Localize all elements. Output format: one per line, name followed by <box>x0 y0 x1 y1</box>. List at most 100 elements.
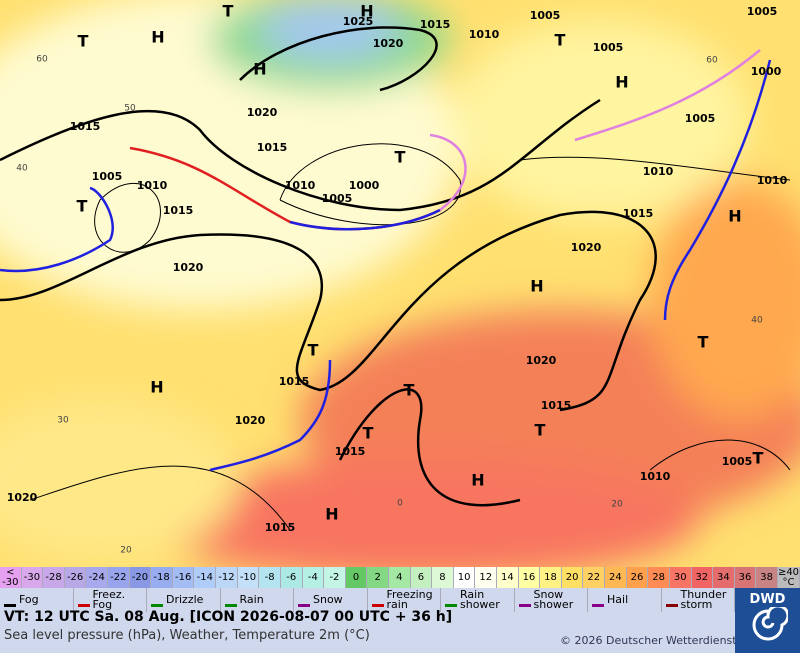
isobar-label: 1010 <box>137 179 168 192</box>
isobar-label: 1020 <box>526 354 557 367</box>
isobar-label: 1005 <box>530 9 561 22</box>
temperature-scale: < -30 -30 -28 -26 -24 -22 -20 -18 -16 -14 -12 -10 -8… <box>0 567 800 588</box>
scale-cell: -24 <box>86 567 109 588</box>
isobar-label: 1010 <box>469 28 500 41</box>
scale-cell: -26 <box>64 567 87 588</box>
pressure-center: H <box>615 73 628 92</box>
pressure-center: T <box>698 333 709 352</box>
weather-symbol <box>371 594 384 607</box>
weather-item: Rain shower <box>441 588 515 612</box>
grid-label: 60 <box>36 55 48 65</box>
weather-label: Freez. Fog <box>92 588 126 611</box>
isobar-label: 1005 <box>322 192 353 205</box>
pressure-center: T <box>555 31 566 50</box>
subtitle: Sea level pressure (hPa), Weather, Tempe… <box>4 628 370 643</box>
scale-cell: 10 <box>453 567 476 588</box>
pressure-center: T <box>223 2 234 21</box>
scale-cell: 22 <box>583 567 606 588</box>
scale-cell: 32 <box>691 567 714 588</box>
grid-label: 50 <box>124 104 136 114</box>
pressure-center: T <box>78 32 89 51</box>
isobar-label: 1015 <box>420 18 451 31</box>
weather-symbol <box>445 594 457 607</box>
isobars <box>0 26 791 531</box>
scale-cell: 24 <box>605 567 627 588</box>
weather-symbol <box>4 594 16 607</box>
valid-time: VT: 12 UTC Sa. 08 Aug. [ICON 2026-08-07 … <box>4 609 453 625</box>
scale-cell: -20 <box>129 567 152 588</box>
scale-cell: -30 <box>21 567 44 588</box>
pressure-center: H <box>728 207 741 226</box>
scale-cell: 0 <box>345 567 368 588</box>
scale-cell: 28 <box>648 567 670 588</box>
pressure-center: H <box>360 2 373 21</box>
isobar-label: 1015 <box>623 207 654 220</box>
pressure-center: T <box>535 421 546 440</box>
isobar-label: 1005 <box>92 170 123 183</box>
weather-symbol <box>665 594 678 607</box>
weather-label: Rain shower <box>460 588 500 611</box>
scale-cell: 34 <box>713 567 735 588</box>
isobar-label: 1010 <box>640 470 671 483</box>
weather-item: Snow shower <box>515 588 588 612</box>
isobar-label: 1015 <box>163 204 194 217</box>
scale-cell: 30 <box>669 567 692 588</box>
isobar-label: 1020 <box>7 491 38 504</box>
weather-label: Fog <box>19 593 39 606</box>
weather-label: Snow shower <box>533 588 574 611</box>
scale-cell: -2 <box>324 567 346 588</box>
weather-symbol <box>518 594 531 607</box>
temperature-field <box>0 0 800 580</box>
fronts <box>0 49 772 472</box>
pressure-center: T <box>404 381 415 400</box>
isobar-label: 1005 <box>747 5 778 18</box>
logo-text: DWD <box>749 592 786 607</box>
isobar-label: 1020 <box>235 414 266 427</box>
isobar-label: 1025 <box>343 15 374 28</box>
grid-label: 40 <box>16 164 28 174</box>
weather-symbol <box>151 594 163 607</box>
scale-cell: -12 <box>216 567 238 588</box>
weather-symbol <box>592 594 604 607</box>
scale-cell: -6 <box>280 567 303 588</box>
scale-cell: 8 <box>432 567 454 588</box>
scale-cell: -16 <box>172 567 195 588</box>
pressure-center: H <box>150 378 163 397</box>
isobar-label: 1020 <box>571 241 602 254</box>
isobar-label: 1005 <box>722 455 753 468</box>
dwd-logo: DWD <box>735 588 800 653</box>
scale-cell: -28 <box>43 567 65 588</box>
scale-cell: -8 <box>259 567 281 588</box>
weather-label: Thunder storm <box>680 588 727 611</box>
grid-label: 20 <box>611 500 623 510</box>
pressure-center: T <box>363 424 374 443</box>
scale-cell: 26 <box>626 567 649 588</box>
weather-symbol <box>298 594 310 607</box>
isobar-label: 1000 <box>349 179 380 192</box>
scale-cell: -18 <box>151 567 173 588</box>
weather-symbol <box>224 594 237 607</box>
isobar-label: 1010 <box>757 174 788 187</box>
scale-cell: -14 <box>194 567 217 588</box>
scale-cell: 38 <box>756 567 778 588</box>
weather-item: Rain <box>221 588 294 612</box>
weather-label: Snow <box>313 593 343 606</box>
isobar-label: 1020 <box>373 37 404 50</box>
scale-cell: ≥40 °C <box>777 566 800 588</box>
grid-label: 0 <box>397 499 403 509</box>
pressure-center: T <box>753 449 764 468</box>
isobar-label: 1020 <box>173 261 204 274</box>
scale-cell: -10 <box>237 567 260 588</box>
weather-legend: Fog Freez. Fog Drizzle Rain Snow Freezing rai… <box>0 588 735 612</box>
scale-cell: 36 <box>734 567 757 588</box>
scale-cell: < -30 <box>0 567 22 588</box>
isobar-label: 1005 <box>593 41 624 54</box>
scale-cell: 4 <box>388 567 411 588</box>
scale-cell: 6 <box>410 567 433 588</box>
weather-item: Freezing rain <box>368 588 441 612</box>
isobar-label: 1010 <box>643 165 674 178</box>
weather-map: 60 50 40 30 20 0 20 40 60 1025 1015 1005 1005 1010 102… <box>0 0 800 580</box>
weather-label: Rain <box>239 593 264 606</box>
isobar-label: 1015 <box>335 445 366 458</box>
